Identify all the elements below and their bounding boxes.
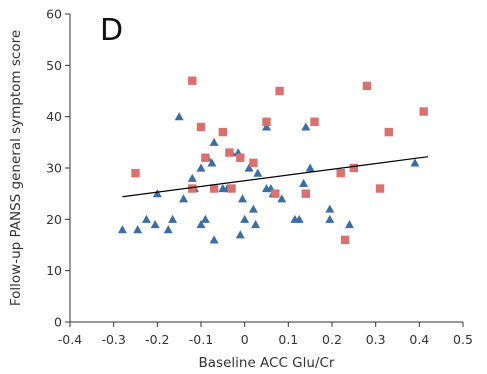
x-tick-label: 0.5 [453, 332, 473, 347]
square-point [188, 76, 197, 85]
triangle-point [168, 214, 178, 223]
triangle-point [344, 219, 354, 229]
triangle-point [207, 158, 217, 167]
triangle-point [200, 214, 210, 223]
triangle-point [237, 194, 247, 203]
square-point [236, 153, 245, 162]
triangle-point [179, 194, 189, 203]
triangle-point [410, 158, 420, 167]
x-tick-label: 0.3 [366, 332, 386, 347]
triangle-point [305, 163, 315, 172]
triangle-point [299, 178, 309, 187]
triangle-point [141, 214, 151, 223]
square-point [262, 117, 271, 126]
x-tick-label: -0.1 [189, 332, 213, 347]
y-tick-label: 0 [54, 315, 62, 330]
triangle-point [174, 112, 184, 121]
square-point [384, 127, 393, 137]
axis-ticks: 0 10 20 30 40 50 60 -0.4 -0.3 -0.2 -0.1 0 0.1 0.2 0.3 0… [46, 7, 473, 348]
x-tick-label: -0.2 [145, 332, 169, 347]
triangle-point [253, 168, 263, 177]
square-point [131, 168, 140, 178]
triangle-point [196, 219, 206, 229]
square-point [349, 163, 359, 173]
square-point [310, 117, 319, 126]
square-point [209, 184, 219, 193]
square-point [336, 168, 345, 178]
square-point [227, 184, 236, 193]
triangle-point [294, 214, 304, 223]
square-point [301, 189, 310, 198]
square-point [188, 184, 197, 193]
triangle-point [251, 219, 261, 229]
trendline [122, 156, 429, 198]
x-tick-label: 0 [241, 332, 249, 347]
x-axis-title: Baseline ACC Glu/Cr [199, 355, 335, 371]
data-points [117, 76, 428, 245]
x-tick-label: 0.2 [322, 332, 342, 347]
triangle-point [244, 163, 254, 172]
y-tick-label: 30 [46, 161, 62, 176]
square-point [225, 148, 234, 157]
triangle-point [150, 219, 160, 229]
triangle-point [301, 122, 311, 131]
triangle-point [187, 173, 197, 182]
square-point [201, 153, 210, 162]
y-axis-title: Follow-up PANSS general symptom score [8, 30, 24, 306]
triangle-point [209, 235, 219, 244]
triangle-point [117, 225, 127, 234]
x-tick-label: -0.4 [58, 332, 82, 347]
y-tick-label: 50 [46, 58, 62, 73]
triangle-point [196, 163, 206, 172]
square-point [419, 107, 428, 116]
triangle-point [163, 225, 173, 234]
square-point [271, 189, 280, 198]
square-point [375, 184, 385, 193]
triangle-point [325, 204, 335, 213]
x-tick-label: 0.4 [409, 332, 429, 347]
x-tick-label: 0.1 [278, 332, 298, 347]
square-point [249, 158, 258, 168]
square-point [362, 81, 372, 91]
square-point [340, 235, 350, 245]
y-tick-label: 20 [46, 212, 62, 227]
triangle-point [277, 194, 287, 203]
square-point [218, 127, 228, 137]
trendline-layer [122, 156, 429, 198]
triangle-point [240, 214, 250, 223]
triangle-point [325, 214, 335, 223]
triangle-point [209, 137, 219, 146]
square-point [275, 86, 284, 96]
x-tick-label: -0.3 [101, 332, 125, 347]
y-tick-label: 60 [46, 7, 62, 22]
y-tick-label: 40 [46, 109, 62, 124]
y-tick-label: 10 [46, 263, 62, 278]
triangle-point [152, 189, 162, 198]
square-point [196, 122, 206, 132]
triangle-point [248, 204, 258, 213]
axes [69, 14, 463, 323]
triangle-point [235, 230, 245, 239]
triangle-point [262, 122, 271, 131]
triangle-point [133, 225, 143, 234]
panel-letter: D [100, 13, 123, 48]
